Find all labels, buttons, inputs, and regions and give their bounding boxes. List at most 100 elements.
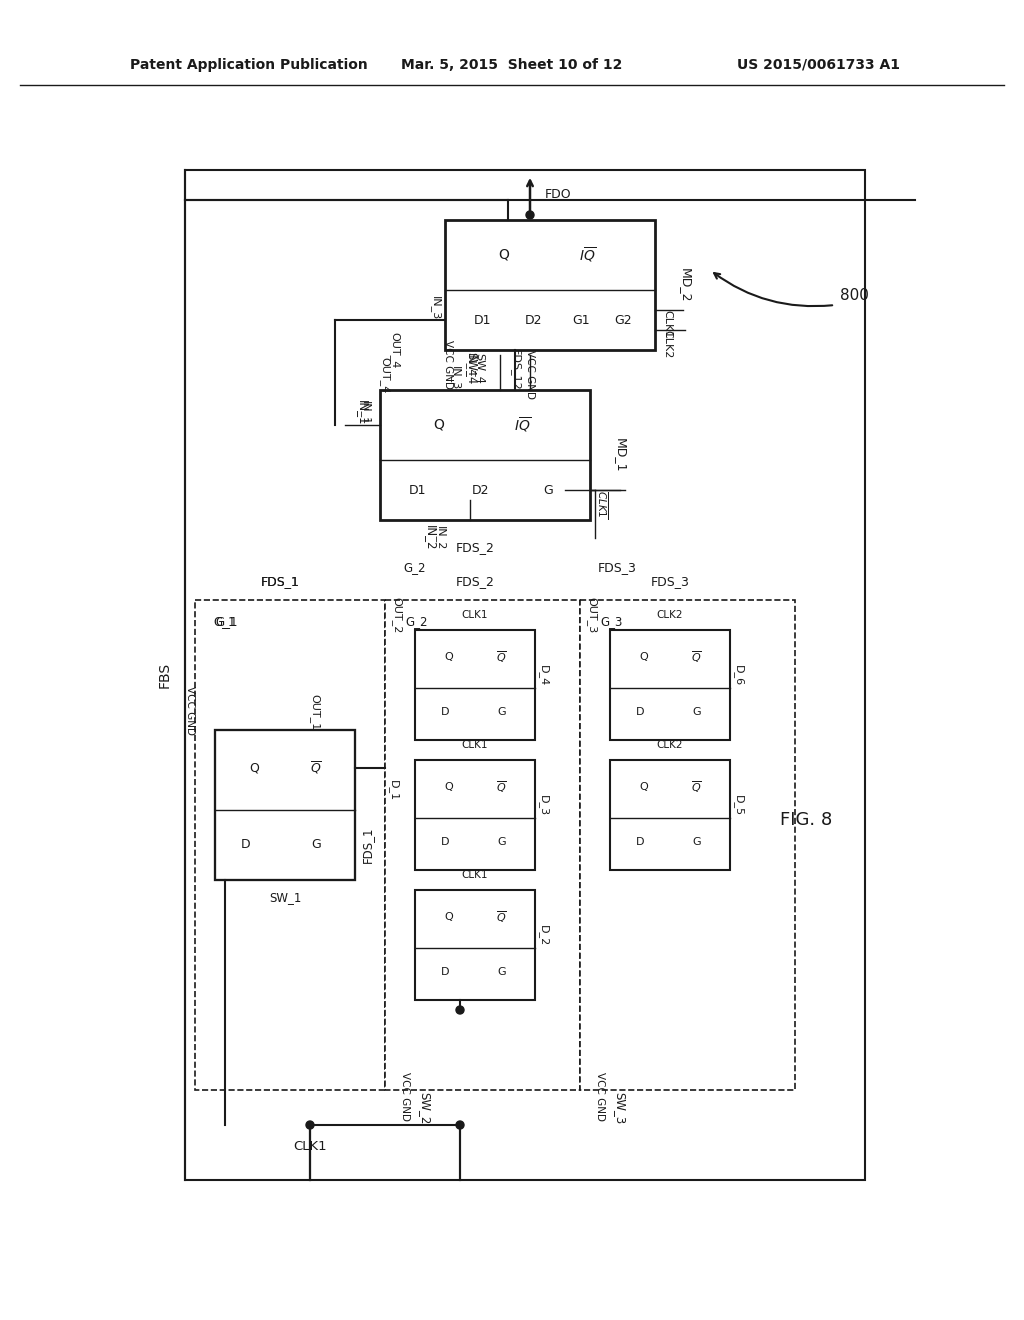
Text: OUT_3: OUT_3	[587, 597, 597, 634]
Text: Q: Q	[444, 781, 453, 792]
Text: D_3: D_3	[538, 795, 549, 816]
Text: G_2: G_2	[406, 615, 427, 628]
Text: G: G	[543, 483, 553, 496]
Text: Q: Q	[433, 418, 444, 432]
Text: G_1: G_1	[215, 615, 238, 628]
Text: D_2: D_2	[538, 925, 549, 946]
Text: $\overline{CLK1}$: $\overline{CLK1}$	[595, 490, 609, 519]
Text: G: G	[497, 968, 506, 977]
Circle shape	[456, 1121, 464, 1129]
Text: FDS_1: FDS_1	[260, 576, 299, 589]
Text: Q: Q	[639, 652, 648, 663]
Text: $\overline{Q}$: $\overline{Q}$	[496, 779, 507, 795]
Text: G: G	[311, 838, 321, 851]
Bar	[415, 630, 535, 741]
Bar	[380, 389, 590, 520]
Circle shape	[306, 1121, 314, 1129]
Text: CLK2: CLK2	[656, 741, 683, 750]
Text: SW_4: SW_4	[466, 352, 478, 384]
Text: D_6: D_6	[732, 665, 743, 686]
Text: FDS_3: FDS_3	[650, 576, 689, 589]
Text: $\overline{Q}$: $\overline{Q}$	[691, 779, 701, 795]
Text: SW_2: SW_2	[419, 1092, 431, 1125]
Text: VCC GND: VCC GND	[595, 1072, 605, 1121]
Text: G: G	[497, 837, 506, 847]
Text: Q: Q	[444, 652, 453, 663]
Text: CLK1: CLK1	[462, 741, 488, 750]
Text: D: D	[636, 837, 644, 847]
Text: FDS_1: FDS_1	[260, 576, 299, 589]
Text: CLK2: CLK2	[656, 610, 683, 620]
Text: SW_3: SW_3	[613, 1092, 627, 1125]
Bar	[195, 601, 385, 1090]
Text: D: D	[440, 708, 450, 717]
Text: D1: D1	[409, 483, 427, 496]
Text: FDS_1: FDS_1	[360, 826, 374, 863]
Text: G_3: G_3	[600, 615, 623, 628]
Bar	[610, 630, 730, 741]
Text: Q: Q	[639, 781, 648, 792]
Text: $\overline{Q}$: $\overline{Q}$	[496, 649, 507, 665]
Text: Mar. 5, 2015  Sheet 10 of 12: Mar. 5, 2015 Sheet 10 of 12	[401, 58, 623, 73]
Text: FIG. 8: FIG. 8	[780, 810, 833, 829]
Bar	[610, 760, 730, 870]
Text: G_2: G_2	[403, 561, 426, 574]
Bar	[580, 601, 795, 1090]
Text: FDS_2: FDS_2	[456, 541, 495, 554]
Text: OUT_4: OUT_4	[389, 331, 400, 368]
Text: IN_2: IN_2	[434, 525, 445, 550]
Text: G1: G1	[572, 314, 590, 326]
Text: $\overline{Q}$: $\overline{Q}$	[310, 760, 322, 776]
Text: IN_3: IN_3	[450, 366, 461, 391]
Text: D: D	[440, 837, 450, 847]
Text: G_1: G_1	[213, 615, 236, 628]
Text: G: G	[497, 708, 506, 717]
Text: D2: D2	[472, 483, 489, 496]
Text: CLK1: CLK1	[662, 310, 672, 338]
Text: IN_2: IN_2	[424, 525, 436, 550]
Text: D2: D2	[524, 314, 542, 326]
Text: FDS_3: FDS_3	[598, 561, 637, 574]
Text: D: D	[440, 968, 450, 977]
Text: G2: G2	[614, 314, 632, 326]
Text: VCC GND: VCC GND	[400, 1072, 410, 1121]
Text: FBS: FBS	[158, 661, 172, 688]
Text: D_4: D_4	[538, 665, 549, 686]
Text: SW_1: SW_1	[269, 891, 301, 904]
Text: Q: Q	[249, 762, 259, 775]
Text: IN_1: IN_1	[359, 401, 371, 425]
Text: OUT_4: OUT_4	[380, 356, 390, 393]
Text: $I\overline{Q}$: $I\overline{Q}$	[514, 416, 531, 434]
Text: IN_4: IN_4	[465, 352, 475, 378]
Circle shape	[526, 211, 534, 219]
Text: Q: Q	[499, 248, 509, 261]
Text: $\overline{Q}$: $\overline{Q}$	[691, 649, 701, 665]
Text: G: G	[692, 708, 700, 717]
Bar	[445, 220, 655, 350]
Text: MD_2: MD_2	[679, 268, 691, 302]
Text: Patent Application Publication: Patent Application Publication	[130, 58, 368, 73]
Text: D_5: D_5	[732, 795, 743, 816]
Text: D_1: D_1	[387, 780, 398, 801]
Text: FDO: FDO	[545, 189, 571, 202]
Text: US 2015/0061733 A1: US 2015/0061733 A1	[737, 58, 900, 73]
Bar	[415, 890, 535, 1001]
Text: OUT_2: OUT_2	[391, 597, 402, 634]
Text: CLK2: CLK2	[662, 330, 672, 358]
Text: VCC GND: VCC GND	[185, 685, 195, 734]
Text: Q: Q	[444, 912, 453, 921]
Text: MD_1: MD_1	[613, 438, 627, 473]
Text: CLK1: CLK1	[293, 1140, 327, 1154]
Text: D: D	[636, 708, 644, 717]
Text: D1: D1	[474, 314, 492, 326]
Text: FDS_12: FDS_12	[510, 348, 520, 391]
Bar	[385, 601, 580, 1090]
Bar	[215, 730, 355, 880]
Text: CLK1: CLK1	[462, 870, 488, 880]
Text: VCC GND: VCC GND	[525, 351, 535, 400]
Text: FDS_2: FDS_2	[456, 576, 495, 589]
Text: $\overline{Q}$: $\overline{Q}$	[496, 909, 507, 925]
Bar	[415, 760, 535, 870]
Text: D: D	[241, 838, 251, 851]
Text: $I\overline{Q}$: $I\overline{Q}$	[580, 246, 596, 264]
